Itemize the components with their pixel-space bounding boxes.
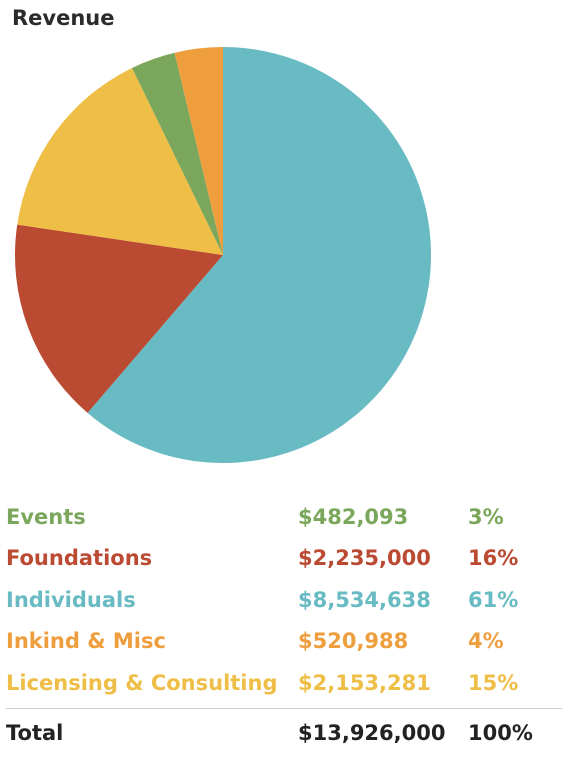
legend-label-foundations: Foundations [6, 546, 153, 571]
legend-row-inkind-misc: Inkind & Misc $520,988 4% [6, 621, 562, 663]
legend-table: Events $482,093 3% Foundations $2,235,00… [6, 496, 562, 754]
pie-chart-area [14, 47, 431, 464]
legend-percent-inkind-misc: 4% [468, 629, 504, 654]
legend-value-foundations: $2,235,000 [298, 546, 431, 571]
pie-slice-licensing-consulting [17, 67, 223, 255]
legend-row-events: Events $482,093 3% [6, 496, 562, 538]
legend-percent-licensing-consulting: 15% [468, 670, 519, 695]
legend-value-licensing-consulting: $2,153,281 [298, 670, 431, 695]
pie-chart [14, 47, 431, 464]
legend-row-foundations: Foundations $2,235,000 16% [6, 538, 562, 580]
legend-percent-foundations: 16% [468, 546, 519, 571]
legend-label-events: Events [6, 504, 86, 529]
legend-row-licensing-consulting: Licensing & Consulting $2,153,281 15% [6, 662, 562, 704]
legend-value-individuals: $8,534,638 [298, 587, 431, 612]
legend-value-events: $482,093 [298, 504, 409, 529]
pie-slice-events [132, 52, 223, 255]
legend-divider [6, 707, 562, 709]
legend-row-total: Total $13,926,000 100% [6, 713, 562, 755]
pie-slice-individuals [87, 47, 431, 464]
total-label: Total [6, 721, 64, 746]
legend-row-individuals: Individuals $8,534,638 61% [6, 579, 562, 621]
legend-label-individuals: Individuals [6, 587, 136, 612]
pie-slice-inkind-misc [174, 47, 223, 255]
legend-percent-individuals: 61% [468, 587, 519, 612]
legend-percent-events: 3% [468, 504, 504, 529]
legend-value-inkind-misc: $520,988 [298, 629, 409, 654]
total-percent: 100% [468, 721, 533, 746]
legend-label-licensing-consulting: Licensing & Consulting [6, 670, 278, 695]
chart-title: Revenue [12, 6, 115, 30]
pie-slice-foundations [14, 224, 224, 413]
legend-label-inkind-misc: Inkind & Misc [6, 629, 166, 654]
total-value: $13,926,000 [298, 721, 446, 746]
